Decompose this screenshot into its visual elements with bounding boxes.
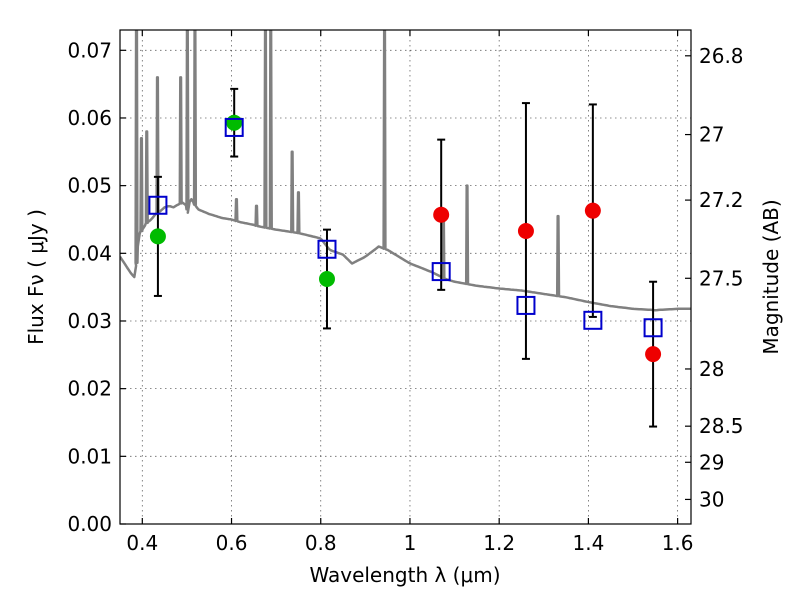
y-tick-label: 0.03 <box>67 309 112 333</box>
model-point <box>224 117 244 137</box>
plot-frame <box>119 29 692 525</box>
y-tick-label: 0.06 <box>67 106 112 130</box>
y-axis-label: Flux Fν ( μJy ) <box>24 209 48 345</box>
mag-tick-label: 27.5 <box>699 266 744 290</box>
mag-tick-label: 28.5 <box>699 414 744 438</box>
data-point <box>584 202 601 219</box>
y-tick-label: 0.02 <box>67 377 112 401</box>
mag-tick-label: 26.8 <box>699 44 744 68</box>
x-tick-label: 0.4 <box>126 531 158 555</box>
mag-tick-label: 30 <box>699 487 724 511</box>
tick-layer: 0.4 0.6 0.8 1 1.2 1.4 1.6 0.00 0.01 0.02 0.03 0.04 0… <box>67 30 744 555</box>
mag-tick-label: 29 <box>699 450 724 474</box>
data-point <box>433 206 450 223</box>
x-tick-label: 1.6 <box>662 531 694 555</box>
grid-layer <box>120 30 691 525</box>
model-point <box>583 310 603 330</box>
mag-tick-label: 27.2 <box>699 188 744 212</box>
y-tick-label: 0.05 <box>67 174 112 198</box>
x-tick-label: 1.2 <box>483 531 515 555</box>
y-axis-right-label: Magnitude (AB) <box>759 199 783 354</box>
data-point <box>149 228 166 245</box>
data-point <box>226 114 243 131</box>
data-point <box>517 222 534 239</box>
data-point <box>318 271 335 288</box>
spectrum-layer <box>120 30 691 312</box>
errorbar-layer <box>153 87 658 428</box>
spectrum-line <box>120 30 691 312</box>
y-tick-label: 0.04 <box>67 241 112 265</box>
model-point <box>431 262 451 282</box>
points-layer <box>148 114 663 363</box>
x-axis-label: Wavelength λ (μm) <box>309 563 500 587</box>
mag-tick-label: 28 <box>699 357 724 381</box>
mag-tick-label: 27 <box>699 123 724 147</box>
model-point <box>516 295 536 315</box>
y-tick-label: 0.00 <box>67 512 112 536</box>
y-tick-label: 0.07 <box>67 38 112 62</box>
x-tick-label: 0.8 <box>305 531 337 555</box>
y-tick-label: 0.01 <box>67 444 112 468</box>
x-tick-label: 1 <box>404 531 417 555</box>
model-point <box>148 195 168 215</box>
x-tick-label: 1.4 <box>572 531 604 555</box>
model-point <box>643 318 663 338</box>
data-point <box>645 346 662 363</box>
model-point <box>317 239 337 259</box>
x-tick-label: 0.6 <box>216 531 248 555</box>
